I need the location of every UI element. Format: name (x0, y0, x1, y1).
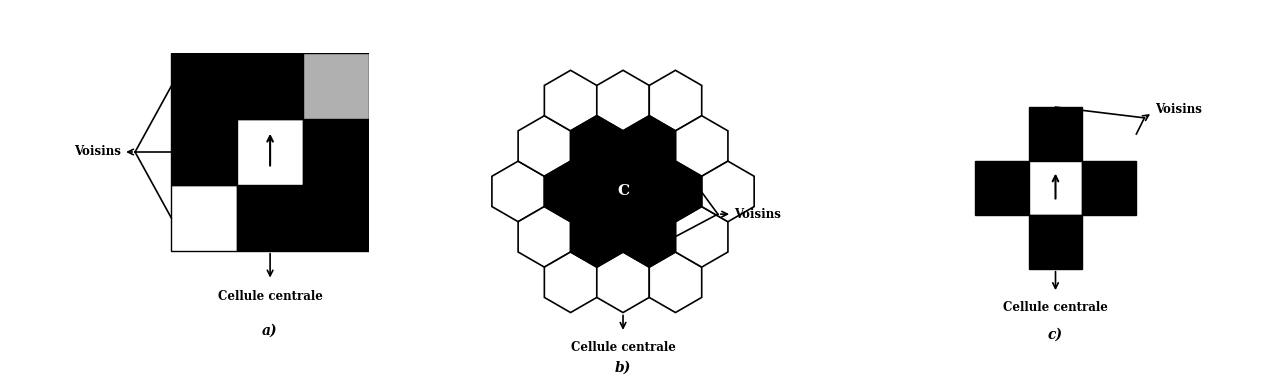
Polygon shape (702, 161, 755, 222)
Text: Voisins: Voisins (734, 207, 781, 221)
Bar (1082, 161, 1136, 215)
Bar (237, 53, 304, 119)
Polygon shape (649, 161, 702, 222)
Polygon shape (623, 116, 675, 176)
Text: Cellule centrale: Cellule centrale (570, 341, 675, 354)
Text: b): b) (615, 361, 632, 375)
Polygon shape (544, 161, 597, 222)
Bar (304, 53, 369, 119)
Text: C: C (617, 184, 629, 198)
Polygon shape (675, 116, 728, 176)
Polygon shape (518, 207, 570, 267)
Text: c): c) (1048, 328, 1063, 342)
Polygon shape (597, 252, 649, 312)
Bar (1029, 215, 1082, 269)
Polygon shape (570, 116, 623, 176)
Bar (172, 185, 237, 251)
Text: a): a) (263, 323, 278, 337)
Polygon shape (544, 252, 597, 312)
Bar (304, 185, 369, 251)
Polygon shape (518, 116, 570, 176)
Polygon shape (623, 207, 675, 267)
Polygon shape (597, 70, 649, 131)
Text: Voisins: Voisins (1155, 103, 1202, 116)
Text: Voisins: Voisins (74, 146, 120, 158)
Polygon shape (492, 161, 544, 222)
Bar (172, 53, 237, 119)
Polygon shape (544, 70, 597, 131)
Polygon shape (597, 161, 649, 222)
Bar (237, 119, 304, 185)
Polygon shape (649, 252, 702, 312)
Text: Cellule centrale: Cellule centrale (1003, 301, 1108, 314)
Polygon shape (675, 207, 728, 267)
Polygon shape (570, 207, 623, 267)
Bar (304, 119, 369, 185)
Bar (1029, 161, 1082, 215)
Bar (237, 185, 304, 251)
Bar (172, 119, 237, 185)
Text: Cellule centrale: Cellule centrale (218, 290, 323, 303)
Polygon shape (649, 70, 702, 131)
Bar (1029, 107, 1082, 161)
Bar (975, 161, 1029, 215)
